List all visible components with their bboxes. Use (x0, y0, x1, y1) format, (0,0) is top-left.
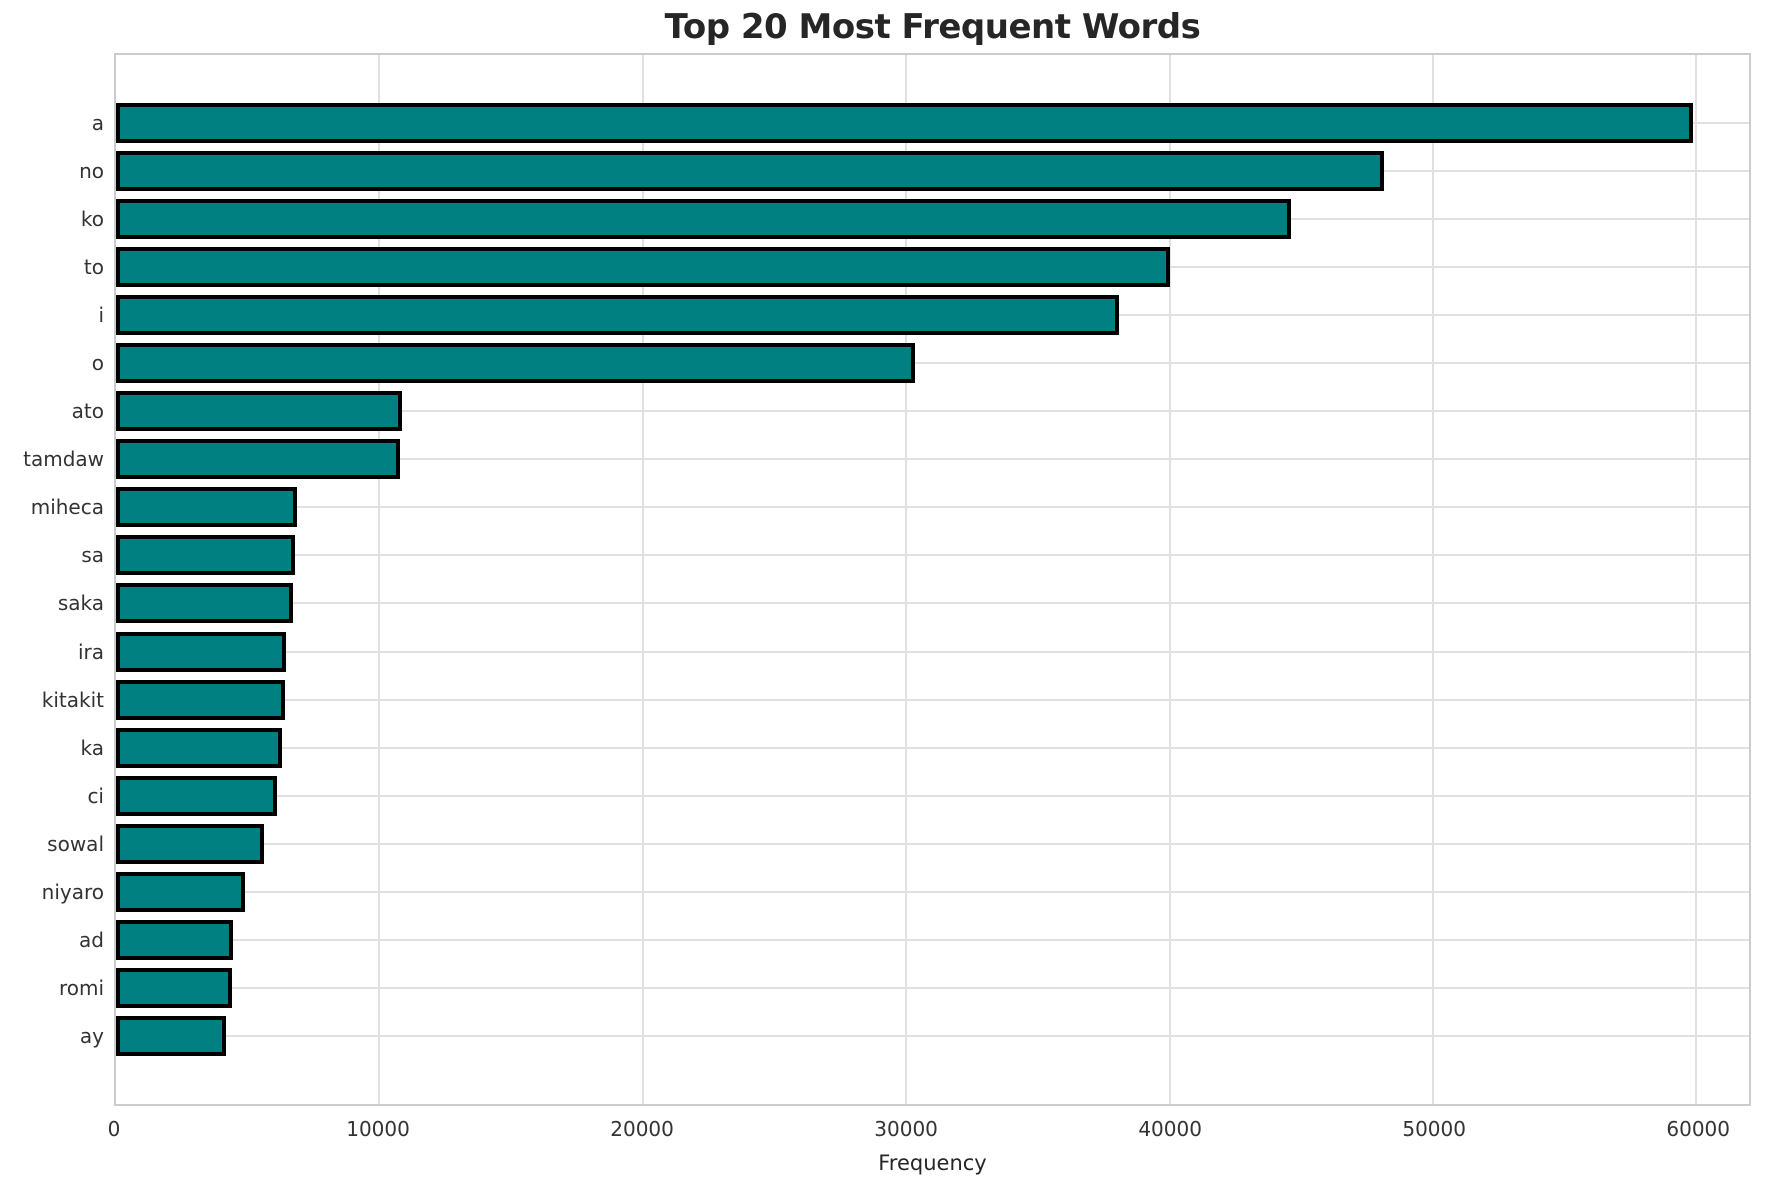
bar-row: tamdaw (23, 435, 1749, 483)
y-tick-label: i (98, 303, 104, 328)
horizontal-gridline (116, 986, 1749, 989)
x-tick-label: 10000 (346, 1117, 410, 1141)
horizontal-gridline (116, 1034, 1749, 1037)
bar-row: i (98, 291, 1749, 339)
y-tick-label: ci (87, 783, 104, 808)
bar-ko (116, 199, 1291, 240)
bar-miheca (116, 487, 297, 528)
x-tick-label: 60000 (1666, 1117, 1730, 1141)
y-tick-label: tamdaw (23, 447, 104, 472)
chart-title: Top 20 Most Frequent Words (664, 7, 1201, 47)
vertical-gridline (378, 55, 381, 1104)
bar-a (116, 103, 1693, 144)
bar-niyaro (116, 871, 245, 912)
y-tick-label: ato (71, 399, 104, 424)
bar-sa (116, 535, 296, 576)
bar-row: ato (72, 387, 1749, 435)
horizontal-gridline (116, 458, 1749, 461)
x-tick-label: 30000 (874, 1117, 938, 1141)
bar-row: miheca (31, 483, 1749, 531)
horizontal-gridline (116, 410, 1749, 413)
horizontal-gridline (116, 698, 1749, 701)
y-tick-label: no (79, 159, 104, 184)
bar-no (116, 151, 1385, 192)
vertical-gridline (641, 55, 644, 1104)
bar-row: ad (79, 916, 1749, 964)
y-tick-label: saka (57, 591, 104, 616)
bar-ato (116, 391, 403, 432)
bar-ad (116, 919, 233, 960)
bar-romi (116, 967, 232, 1008)
horizontal-gridline (116, 506, 1749, 509)
y-tick-label: ay (79, 1023, 104, 1048)
bar-to (116, 247, 1170, 288)
bar-row: kitakit (42, 676, 1749, 724)
vertical-gridline (1168, 55, 1171, 1104)
bars-layer: a no ko to i o ato tamdaw miheca sa saka ira kitakit… (23, 99, 1749, 1060)
grid-layer (116, 55, 1749, 1104)
bar-tamdaw (116, 439, 401, 480)
bar-sowal (116, 823, 265, 864)
bar-row: ka (81, 724, 1749, 772)
horizontal-gridline (116, 746, 1749, 749)
vertical-gridline (1431, 55, 1434, 1104)
bar-row: ay (80, 1012, 1749, 1060)
x-tick-label: 20000 (610, 1117, 674, 1141)
x-axis-title: Frequency (878, 1151, 987, 1175)
x-tick-label: 40000 (1138, 1117, 1202, 1141)
horizontal-gridline (116, 650, 1749, 653)
bar-saka (116, 583, 293, 624)
bar-ay (116, 1015, 226, 1056)
horizontal-gridline (116, 842, 1749, 845)
horizontal-gridline (116, 362, 1749, 365)
bar-row: ira (78, 628, 1749, 676)
bar-row: romi (59, 964, 1749, 1012)
y-tick-label: miheca (30, 495, 104, 520)
bar-row: ko (81, 195, 1749, 243)
bar-ira (116, 631, 286, 672)
bar-row: o (92, 339, 1749, 387)
x-axis: 0 10000 20000 30000 40000 50000 60000 (108, 1117, 1751, 1147)
y-tick-label: ira (77, 639, 104, 664)
y-tick-label: to (83, 255, 104, 280)
plot-area: a no ko to i o ato tamdaw miheca sa saka ira kitakit… (23, 53, 1751, 1106)
y-tick-label: niyaro (41, 879, 104, 904)
bar-o (116, 343, 916, 384)
bar-row: no (79, 147, 1749, 195)
vertical-gridline (905, 55, 908, 1104)
x-tick-label: 50000 (1402, 1117, 1466, 1141)
bar-row: sowal (47, 820, 1749, 868)
y-tick-label: o (91, 351, 104, 376)
horizontal-gridline (116, 890, 1749, 893)
bar-row: niyaro (42, 868, 1749, 916)
horizontal-gridline (116, 602, 1749, 605)
bar-row: to (84, 243, 1749, 291)
y-tick-label: ka (80, 735, 105, 760)
vertical-gridline (1695, 55, 1698, 1104)
x-tick-label: 0 (107, 1117, 121, 1141)
horizontal-gridline (116, 554, 1749, 557)
bar-ka (116, 727, 282, 768)
bar-row: saka (58, 579, 1749, 627)
bar-row: sa (81, 531, 1749, 579)
y-tick-label: romi (58, 975, 104, 1000)
y-tick-label: ko (80, 207, 104, 232)
y-tick-label: a (91, 111, 104, 136)
y-tick-label: sowal (47, 831, 104, 856)
bar-row: ci (87, 772, 1749, 820)
horizontal-gridline (116, 794, 1749, 797)
y-tick-label: sa (81, 543, 104, 568)
bar-kitakit (116, 679, 285, 720)
y-tick-label: ad (79, 927, 104, 952)
bar-row: a (92, 99, 1749, 147)
y-tick-label: kitakit (41, 687, 104, 712)
bar-ci (116, 775, 278, 816)
horizontal-gridline (116, 938, 1749, 941)
bar-i (116, 295, 1119, 336)
